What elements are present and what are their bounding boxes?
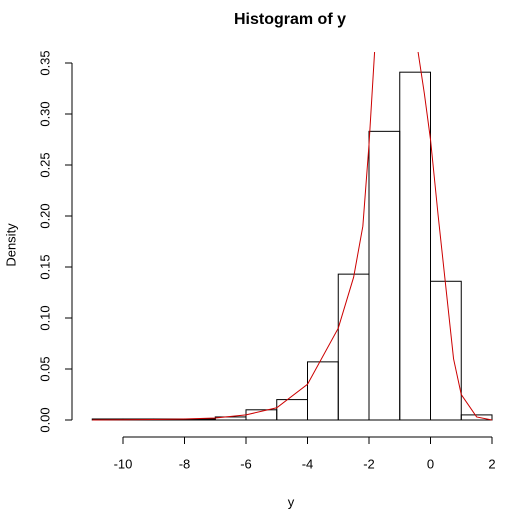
y-tick-label: 0.35	[37, 50, 52, 75]
x-tick-label: -6	[240, 456, 252, 471]
y-tick-label: 0.15	[37, 254, 52, 279]
bar	[460, 414, 493, 421]
chart-title: Histogram of y	[234, 11, 346, 28]
bar	[399, 71, 431, 421]
x-tick-label: 2	[488, 456, 495, 471]
x-tick-label: -10	[114, 456, 133, 471]
y-tick-label: 0.00	[37, 407, 52, 432]
x-tick-label: -4	[302, 456, 314, 471]
y-tick-label: 0.25	[37, 152, 52, 177]
y-tick-label: 0.10	[37, 305, 52, 330]
y-tick-label: 0.30	[37, 101, 52, 126]
x-axis-label: y	[288, 494, 295, 509]
y-axis-label: Density	[3, 223, 18, 267]
density-curve	[92, 52, 493, 421]
bar	[276, 399, 308, 421]
bar	[337, 273, 370, 421]
bar	[307, 361, 339, 421]
bar	[430, 280, 462, 421]
bar	[368, 130, 401, 421]
y-tick-label: 0.05	[37, 356, 52, 381]
x-tick-label: -2	[363, 456, 375, 471]
y-tick-label: 0.20	[37, 203, 52, 228]
x-tick-label: -8	[179, 456, 191, 471]
x-tick-label: 0	[427, 456, 434, 471]
